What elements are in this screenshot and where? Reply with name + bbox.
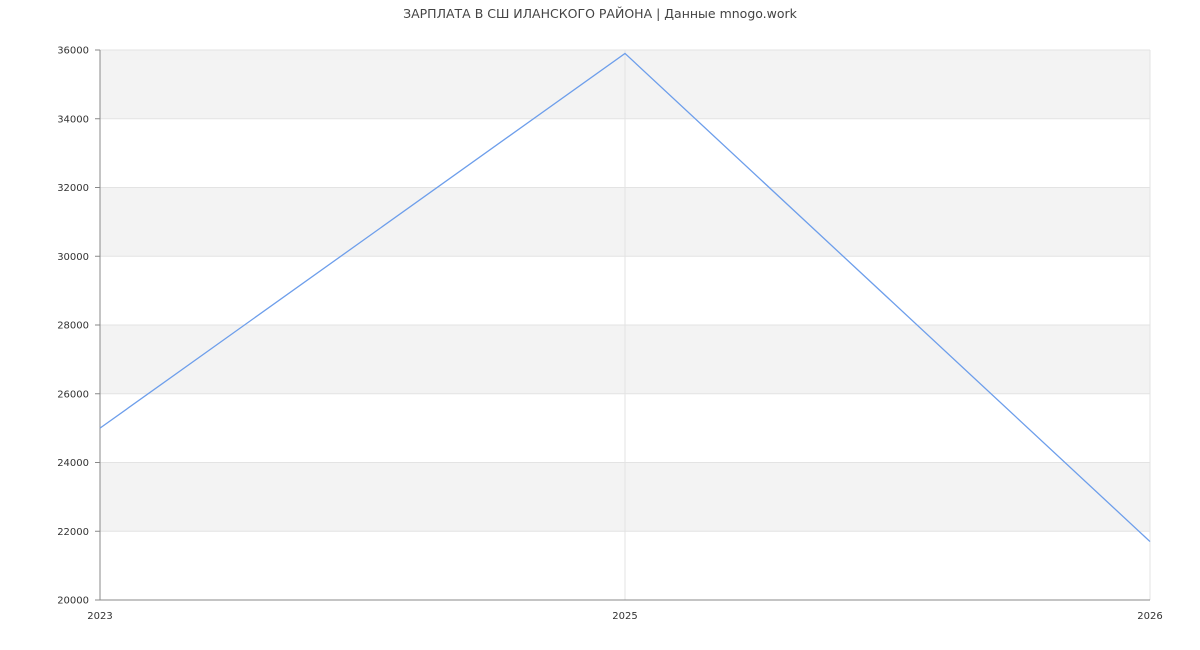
x-tick-label: 2025 <box>612 611 637 622</box>
y-tick-label: 26000 <box>57 389 89 400</box>
y-tick-label: 30000 <box>57 252 89 263</box>
y-tick-label: 32000 <box>57 183 89 194</box>
y-tick-label: 20000 <box>57 596 89 607</box>
y-tick-label: 36000 <box>57 46 89 57</box>
y-tick-label: 24000 <box>57 458 89 469</box>
chart-title: ЗАРПЛАТА В СШ ИЛАНСКОГО РАЙОНА | Данные … <box>403 6 797 21</box>
y-tick-label: 28000 <box>57 321 89 332</box>
x-tick-label: 2026 <box>1137 611 1162 622</box>
y-tick-label: 22000 <box>57 527 89 538</box>
y-tick-label: 34000 <box>57 114 89 125</box>
x-tick-label: 2023 <box>87 611 112 622</box>
